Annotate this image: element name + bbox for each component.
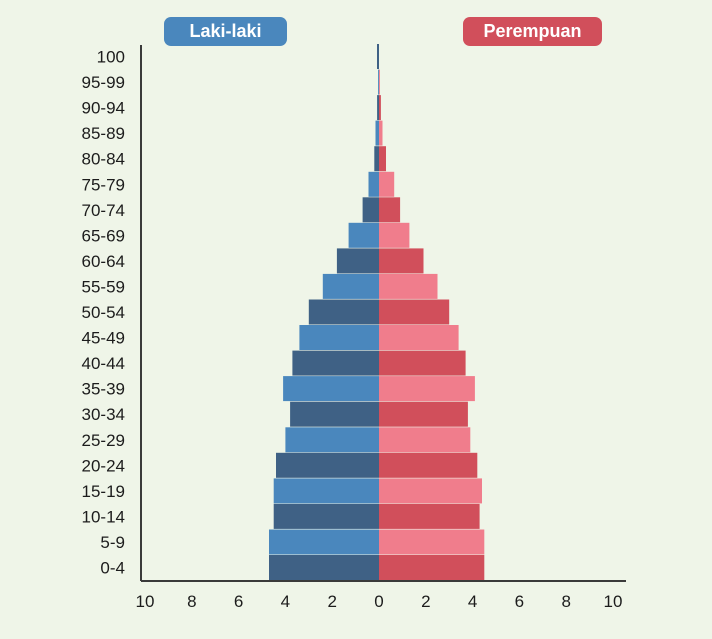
age-label-10-14: 10-14 — [82, 507, 125, 526]
age-label-60-64: 60-64 — [82, 252, 125, 271]
bar-female-10-14 — [379, 503, 480, 529]
bar-female-95-99 — [379, 69, 380, 95]
x-tick-label: 10 — [136, 592, 155, 611]
x-tick-label: 4 — [468, 592, 477, 611]
age-label-50-54: 50-54 — [82, 303, 125, 322]
bar-male-45-49 — [299, 325, 379, 350]
bar-female-55-59 — [379, 273, 438, 299]
bar-male-5-9 — [269, 529, 379, 555]
x-tick-label: 2 — [421, 592, 430, 611]
age-label-55-59: 55-59 — [82, 277, 125, 296]
age-label-0-4: 0-4 — [100, 559, 125, 578]
age-label-100: 100 — [97, 48, 125, 67]
x-tick-label: 4 — [281, 592, 290, 611]
x-tick-labels-group: 10 8 6 4 2 0 2 4 6 8 10 — [136, 592, 623, 611]
age-label-15-19: 15-19 — [82, 482, 125, 501]
bar-male-35-39 — [283, 376, 379, 402]
bar-male-65-69 — [348, 222, 379, 248]
age-label-65-69: 65-69 — [82, 226, 125, 245]
bar-female-0-4 — [379, 555, 485, 580]
age-label-45-49: 45-49 — [82, 329, 125, 348]
x-tick-label: 6 — [234, 592, 243, 611]
bar-male-15-19 — [273, 478, 379, 504]
bar-female-65-69 — [379, 222, 410, 248]
age-label-25-29: 25-29 — [82, 431, 125, 450]
bar-female-80-84 — [379, 146, 386, 172]
x-tick-label: 8 — [561, 592, 570, 611]
bar-female-30-34 — [379, 401, 468, 427]
bar-male-0-4 — [269, 555, 379, 580]
bar-male-80-84 — [374, 146, 379, 172]
age-label-70-74: 70-74 — [82, 201, 125, 220]
legend-male: Laki-laki — [164, 17, 287, 46]
bar-male-10-14 — [273, 503, 379, 529]
bars-group — [269, 44, 485, 580]
bar-male-20-24 — [276, 452, 379, 478]
bar-female-35-39 — [379, 376, 475, 402]
bar-female-60-64 — [379, 248, 424, 274]
age-labels-group: 0-4 5-9 10-14 15-19 20-24 25-29 30-34 35-39 40-4… — [82, 48, 125, 578]
bar-female-75-79 — [379, 171, 395, 197]
x-tick-label: 0 — [374, 592, 383, 611]
bar-female-15-19 — [379, 478, 482, 504]
bar-male-30-34 — [290, 401, 379, 427]
bar-female-70-74 — [379, 197, 401, 223]
age-label-75-79: 75-79 — [82, 175, 125, 194]
legend-female: Perempuan — [463, 17, 602, 46]
bar-male-55-59 — [322, 273, 379, 299]
bar-female-50-54 — [379, 299, 450, 325]
bar-male-85-89 — [375, 120, 379, 146]
bar-female-90-94 — [379, 95, 381, 121]
age-label-35-39: 35-39 — [82, 380, 125, 399]
bar-female-25-29 — [379, 427, 471, 453]
bar-female-5-9 — [379, 529, 485, 555]
age-label-30-34: 30-34 — [82, 405, 125, 424]
age-label-90-94: 90-94 — [82, 99, 125, 118]
bar-female-40-44 — [379, 350, 466, 376]
bar-male-25-29 — [285, 427, 379, 453]
age-label-40-44: 40-44 — [82, 354, 125, 373]
age-label-95-99: 95-99 — [82, 73, 125, 92]
bar-female-45-49 — [379, 325, 459, 350]
age-label-20-24: 20-24 — [82, 456, 125, 475]
bar-male-75-79 — [368, 171, 379, 197]
bar-male-50-54 — [308, 299, 379, 325]
bar-male-95-99 — [378, 69, 379, 95]
bar-male-70-74 — [362, 197, 379, 223]
x-tick-label: 8 — [187, 592, 196, 611]
bar-female-20-24 — [379, 452, 478, 478]
x-tick-label: 6 — [515, 592, 524, 611]
bar-female-85-89 — [379, 120, 383, 146]
age-label-80-84: 80-84 — [82, 150, 125, 169]
age-label-85-89: 85-89 — [82, 124, 125, 143]
x-tick-label: 10 — [604, 592, 623, 611]
x-tick-label: 2 — [327, 592, 336, 611]
bar-male-60-64 — [336, 248, 379, 274]
age-label-5-9: 5-9 — [100, 533, 125, 552]
bar-male-40-44 — [292, 350, 379, 376]
bar-male-90-94 — [377, 95, 379, 121]
